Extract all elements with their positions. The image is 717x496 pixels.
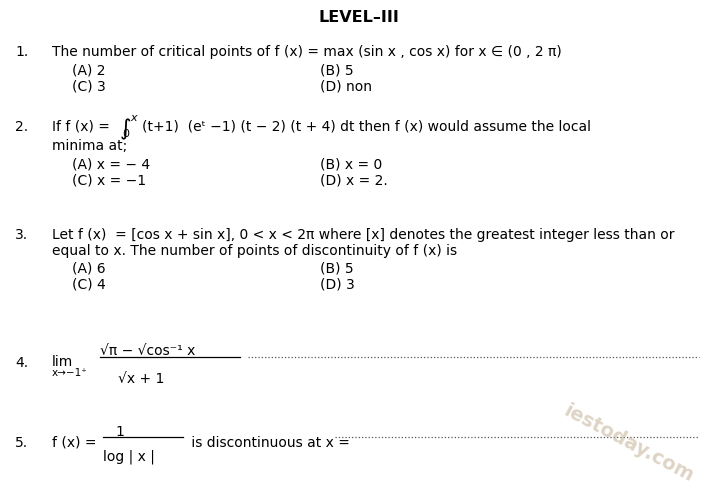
Text: 4.: 4. [15,356,28,370]
Text: 1.: 1. [15,45,28,59]
Text: (A) 6: (A) 6 [72,262,105,276]
Text: x: x [130,113,137,123]
Text: If f (x) =: If f (x) = [52,120,110,134]
Text: equal to x. The number of points of discontinuity of f (x) is: equal to x. The number of points of disc… [52,244,457,258]
Text: √x + 1: √x + 1 [118,372,164,386]
Text: 2.: 2. [15,120,28,134]
Text: is discontinuous at x =: is discontinuous at x = [187,436,354,450]
Text: (B) 5: (B) 5 [320,64,353,78]
Text: (C) 4: (C) 4 [72,278,105,292]
Text: LEVEL–III: LEVEL–III [318,10,399,25]
Text: 1: 1 [115,425,124,439]
Text: √π − √cos⁻¹ x: √π − √cos⁻¹ x [100,344,195,358]
Text: (D) non: (D) non [320,80,372,94]
Text: The number of critical points of f (x) = max (sin x , cos x) for x ∈ (0 , 2 π): The number of critical points of f (x) =… [52,45,561,59]
Text: (B) x = 0: (B) x = 0 [320,157,382,171]
Text: (A) x = − 4: (A) x = − 4 [72,157,150,171]
Text: Let f (x)  = [cos x + sin x], 0 < x < 2π where [x] denotes the greatest integer : Let f (x) = [cos x + sin x], 0 < x < 2π … [52,228,675,242]
Text: ∫: ∫ [120,119,132,140]
Text: lim: lim [52,355,73,369]
Text: 5.: 5. [15,436,28,450]
Text: (C) x = −1: (C) x = −1 [72,173,146,187]
Text: 3.: 3. [15,228,28,242]
Text: iestoday.com: iestoday.com [560,401,696,486]
Text: (B) 5: (B) 5 [320,262,353,276]
Text: (D) x = 2.: (D) x = 2. [320,173,388,187]
Text: (C) 3: (C) 3 [72,80,105,94]
Text: (A) 2: (A) 2 [72,64,105,78]
Text: log | x |: log | x | [103,450,155,464]
Text: (t+1)  (eᵗ −1) (t − 2) (t + 4) dt then f (x) would assume the local: (t+1) (eᵗ −1) (t − 2) (t + 4) dt then f … [142,120,591,134]
Text: 0: 0 [122,129,129,139]
Text: minima at;: minima at; [52,139,127,153]
Text: x→−1⁺: x→−1⁺ [52,368,87,378]
Text: f (x) =: f (x) = [52,436,101,450]
Text: (D) 3: (D) 3 [320,278,355,292]
